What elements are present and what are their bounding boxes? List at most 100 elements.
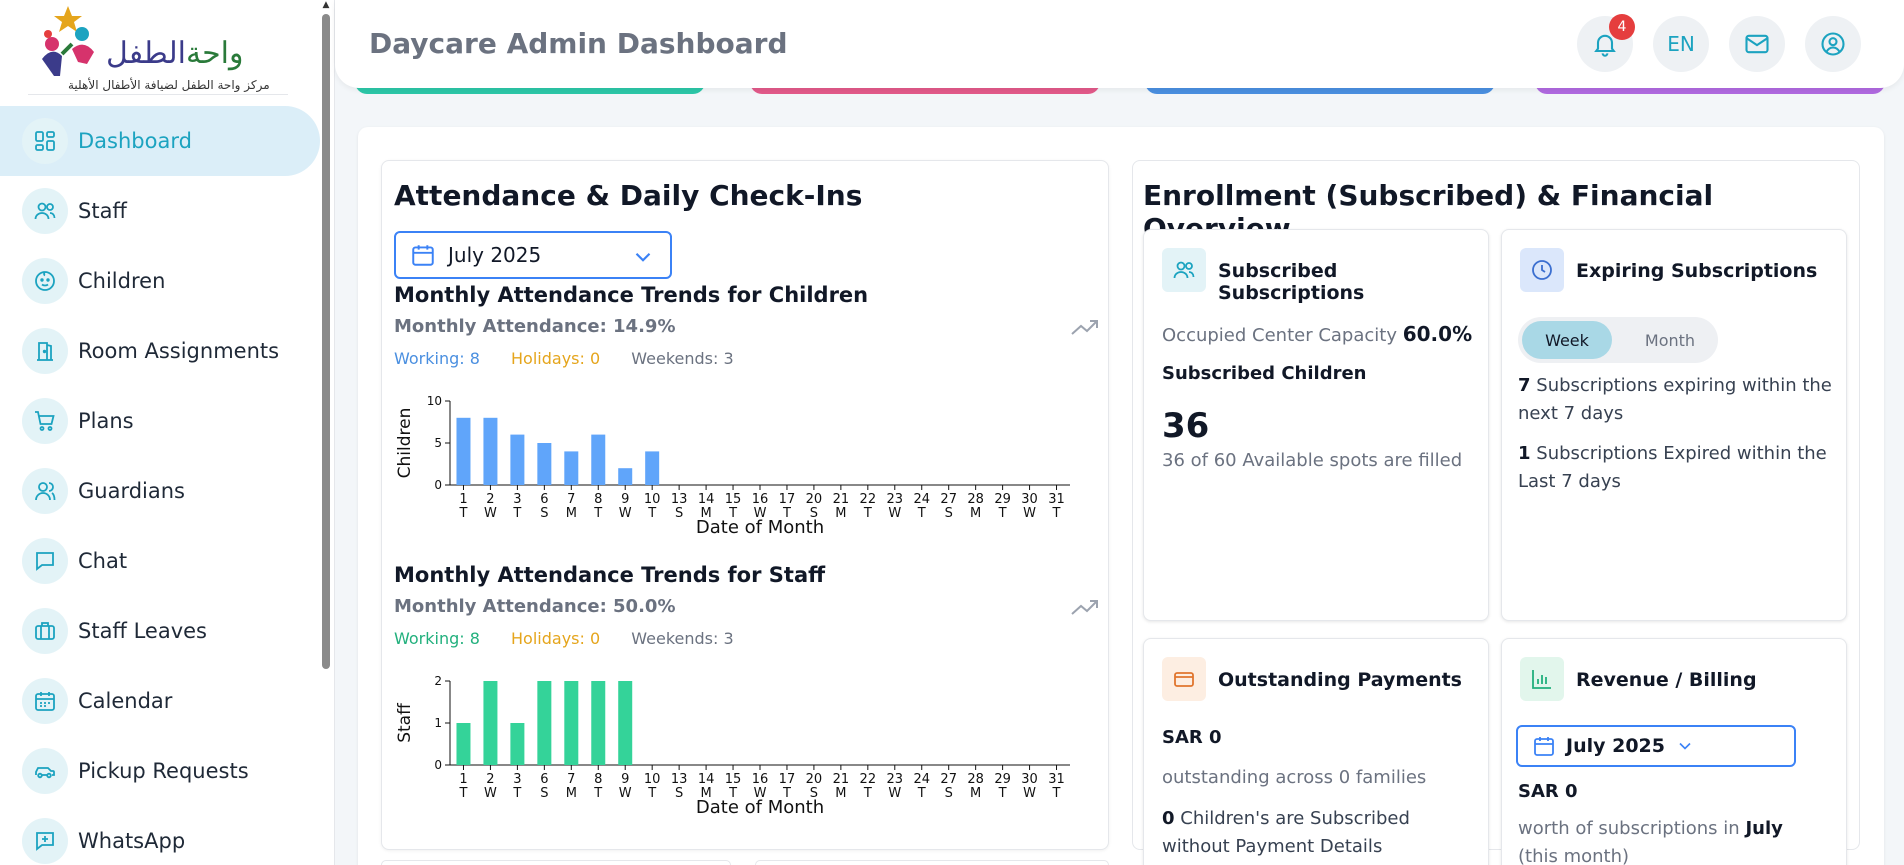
x-tick-label: 27: [940, 492, 957, 507]
capacity-value: 60.0%: [1402, 322, 1473, 346]
x-tick-label: 23: [887, 492, 904, 507]
x-tick-weekday: T: [459, 506, 468, 521]
working-days-label: Working: 8: [394, 349, 480, 368]
outstanding-families-text: outstanding across 0 families: [1162, 767, 1427, 788]
x-tick-label: 1: [459, 772, 467, 787]
sidebar-item-label: Plans: [78, 409, 134, 433]
sidebar-item-label: Children: [78, 269, 166, 293]
x-tick-label: 22: [860, 492, 877, 507]
expiring-label: Subscriptions expiring within the next 7…: [1518, 375, 1832, 424]
sidebar-item-whatsapp[interactable]: WhatsApp: [0, 806, 320, 865]
sidebar-item-dashboard[interactable]: Dashboard: [0, 106, 320, 176]
x-tick-label: 21: [833, 492, 850, 507]
calendar-icon: [22, 678, 68, 724]
x-tick-weekday: W: [619, 506, 632, 521]
y-tick-label: 0: [434, 478, 442, 492]
guardian-icon: [22, 468, 68, 514]
x-tick-label: 8: [594, 492, 602, 507]
toggle-week[interactable]: Week: [1522, 321, 1612, 359]
sidebar-item-chat[interactable]: Chat: [0, 526, 320, 596]
y-tick-label: 2: [434, 674, 442, 688]
whatsapp-icon: [22, 818, 68, 864]
x-tick-weekday: M: [566, 506, 577, 521]
sidebar-scrollbar[interactable]: [322, 14, 330, 669]
attendance-panel: Attendance & Daily Check-Ins July 2025 M…: [381, 160, 1109, 850]
x-tick-weekday: S: [945, 506, 953, 521]
sidebar-item-calendar[interactable]: Calendar: [0, 666, 320, 736]
sidebar-item-guardians[interactable]: Guardians: [0, 456, 320, 526]
notification-count-badge: 4: [1609, 14, 1635, 40]
trending-up-icon: [1071, 600, 1098, 615]
chart-bar: [618, 681, 633, 765]
app-logo[interactable]: واحةالطفل مركز واحة الطفل لضيافة الأطفال…: [28, 0, 288, 95]
sidebar-item-label: Pickup Requests: [78, 759, 249, 783]
toggle-month[interactable]: Month: [1644, 330, 1696, 350]
x-tick-label: 31: [1048, 772, 1065, 787]
sidebar-item-children[interactable]: Children: [0, 246, 320, 316]
staff-chart-legend: Working: 8 Holidays: 0 Weekends: 3: [394, 629, 760, 648]
x-tick-label: 15: [725, 492, 742, 507]
sidebar-item-room-assignments[interactable]: Room Assignments: [0, 316, 320, 386]
x-tick-label: 16: [752, 492, 769, 507]
chevron-down-icon: [1679, 742, 1691, 750]
revenue-worth-text: worth of subscriptions in July (this mon…: [1518, 815, 1838, 865]
x-tick-weekday: T: [917, 786, 926, 801]
expiring-card-title: Expiring Subscriptions: [1576, 260, 1818, 282]
expiring-text: 7 Subscriptions expiring within the next…: [1518, 372, 1838, 428]
chart-bar: [564, 681, 579, 765]
x-axis-label: Date of Month: [696, 797, 824, 818]
x-tick-weekday: S: [675, 506, 683, 521]
sidebar-item-label: Room Assignments: [78, 339, 280, 363]
car-icon: [22, 748, 68, 794]
trending-up-icon: [1071, 320, 1098, 335]
language-button[interactable]: EN: [1653, 16, 1709, 72]
x-tick-label: 22: [860, 772, 877, 787]
x-tick-weekday: S: [945, 786, 953, 801]
x-tick-label: 13: [671, 492, 688, 507]
attendance-month-label: July 2025: [448, 243, 542, 267]
sidebar-item-label: Guardians: [78, 479, 185, 503]
working-days-label: Working: 8: [394, 629, 480, 648]
no-payment-text: 0 Children's are Subscribed without Paym…: [1162, 805, 1482, 861]
sidebar-item-plans[interactable]: Plans: [0, 386, 320, 456]
sidebar-item-staff[interactable]: Staff: [0, 176, 320, 246]
no-payment-label: Children's are Subscribed without Paymen…: [1162, 808, 1410, 857]
x-tick-weekday: T: [1052, 786, 1061, 801]
x-tick-label: 28: [967, 492, 984, 507]
x-tick-weekday: T: [647, 506, 656, 521]
calendar-icon: [412, 245, 434, 266]
attendance-month-picker[interactable]: July 2025: [394, 231, 672, 279]
expiring-card: Expiring Subscriptions Week Month 7 Subs…: [1501, 229, 1847, 621]
notifications-button[interactable]: 4: [1577, 14, 1635, 72]
chart-bar: [645, 451, 660, 485]
sidebar-item-pickup-requests[interactable]: Pickup Requests: [0, 736, 320, 806]
expiring-count: 7: [1518, 375, 1531, 396]
scroll-up-arrow-icon[interactable]: ▲: [322, 0, 330, 10]
subscribed-card: Subscribed Subscriptions Occupied Center…: [1143, 229, 1489, 621]
sidebar-nav: Dashboard Staff Children Room Assignment…: [0, 106, 320, 865]
x-tick-label: 17: [779, 492, 796, 507]
sidebar-item-staff-leaves[interactable]: Staff Leaves: [0, 596, 320, 666]
mascot-logo-icon: [42, 6, 94, 76]
revenue-month-label: July 2025: [1566, 735, 1665, 757]
calendar-icon: [1534, 737, 1554, 756]
sidebar-item-label: Staff: [78, 199, 127, 223]
x-tick-label: 31: [1048, 492, 1065, 507]
messages-button[interactable]: [1729, 16, 1785, 72]
children-attendance-rate: Monthly Attendance: 14.9%: [394, 316, 676, 337]
profile-button[interactable]: [1805, 16, 1861, 72]
page-title: Daycare Admin Dashboard: [369, 27, 788, 60]
x-tick-label: 13: [671, 772, 688, 787]
y-axis-label: Children: [395, 408, 415, 479]
x-tick-label: 21: [833, 772, 850, 787]
y-tick-label: 0: [434, 758, 442, 772]
x-tick-weekday: T: [998, 786, 1007, 801]
chart-bar: [537, 443, 552, 485]
revenue-this-month: (this month): [1518, 846, 1630, 865]
outstanding-card: Outstanding Payments SAR 0 outstanding a…: [1143, 638, 1489, 865]
chart-bar: [483, 417, 498, 485]
x-tick-label: 7: [567, 492, 575, 507]
outstanding-card-title: Outstanding Payments: [1218, 669, 1462, 691]
subscribed-children-label: Subscribed Children: [1162, 363, 1367, 384]
revenue-month-picker[interactable]: July 2025: [1516, 725, 1796, 767]
